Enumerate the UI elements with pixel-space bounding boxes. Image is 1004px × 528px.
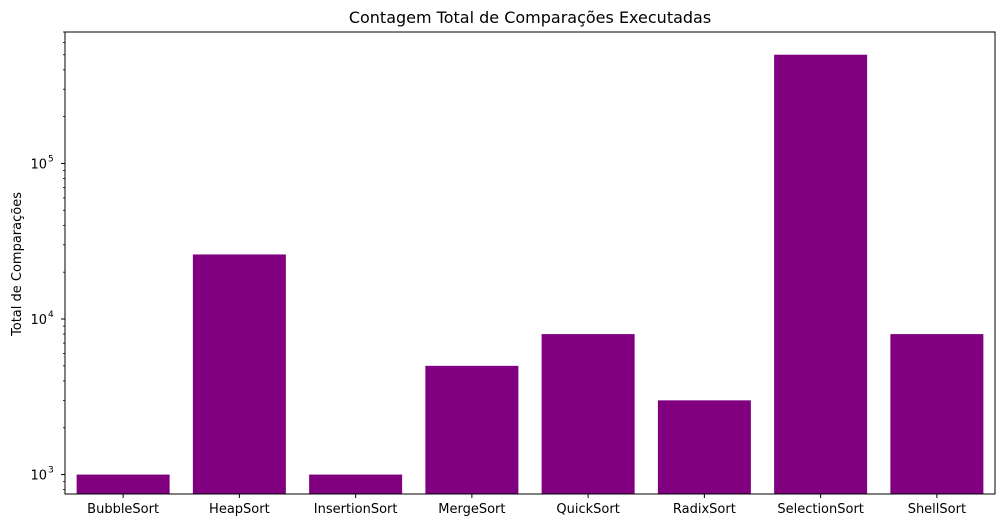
y-tick-label-base: 10	[30, 157, 47, 172]
bar-bubblesort	[76, 474, 170, 494]
x-tick-label: QuickSort	[556, 502, 619, 517]
x-ticks: BubbleSort HeapSort InsertionSort MergeSort…	[87, 494, 966, 517]
y-axis-label: Total de Comparações	[10, 192, 25, 337]
x-tick-label: BubbleSort	[87, 502, 159, 517]
bar-radixsort	[657, 400, 751, 494]
x-tick-label: HeapSort	[209, 502, 270, 517]
x-tick-label: InsertionSort	[314, 502, 398, 517]
bar-shellsort	[890, 334, 984, 494]
chart-title: Contagem Total de Comparações Executadas	[349, 8, 711, 27]
y-tick-label-exponent: 5	[48, 154, 54, 164]
plot-frame	[64, 31, 996, 495]
bar-heapsort	[192, 254, 286, 494]
y-tick-label-exponent: 4	[48, 310, 54, 320]
bar-mergesort	[425, 365, 519, 494]
bar-selectionsort	[774, 54, 868, 495]
bar-insertionsort	[309, 474, 403, 494]
x-tick-label: SelectionSort	[777, 502, 864, 517]
x-tick-label: RadixSort	[673, 502, 736, 517]
bar-quicksort	[541, 334, 635, 494]
y-tick-label-base: 10	[30, 469, 47, 484]
x-tick-label: ShellSort	[908, 502, 966, 517]
x-tick-label: MergeSort	[438, 502, 505, 517]
y-tick-label-base: 10	[30, 313, 47, 328]
bars-group	[76, 54, 984, 495]
y-tick-label-exponent: 3	[48, 466, 54, 476]
